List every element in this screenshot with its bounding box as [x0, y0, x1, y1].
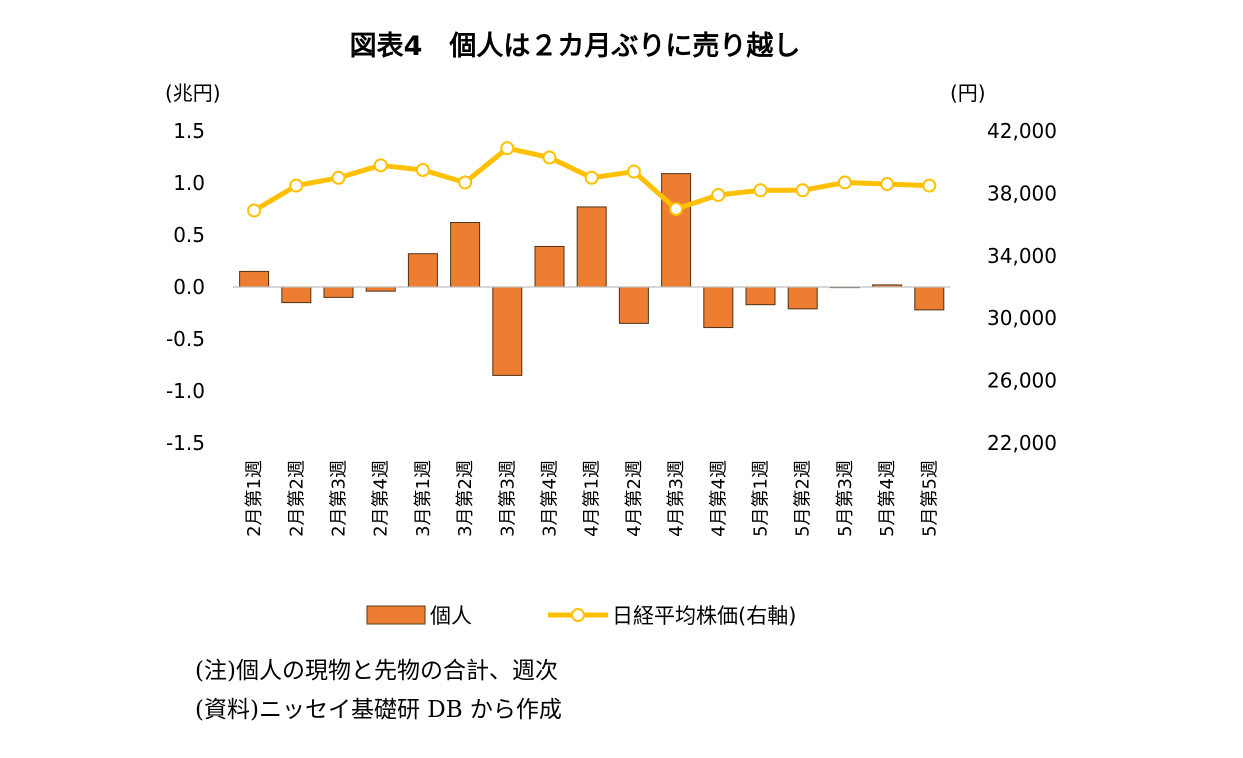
bar [492, 286, 523, 376]
right-tick-label: 30,000 [987, 306, 1057, 330]
category-label: 2月第4週 [371, 460, 392, 537]
left-axis-ticks: 1.5 1.0 0.5 0.0 -0.5 -1.0 -1.5 [166, 119, 205, 455]
note-line-2: (資料)ニッセイ基礎研 DB から作成 [195, 697, 562, 723]
bar [239, 270, 270, 288]
bar [661, 173, 692, 288]
legend-bar-swatch [366, 605, 426, 625]
category-label: 2月第3週 [329, 460, 350, 537]
bar [323, 286, 354, 298]
bar [703, 286, 734, 329]
right-tick-label: 22,000 [987, 431, 1057, 455]
category-label: 5月第3週 [835, 460, 856, 537]
bar [787, 286, 818, 310]
chart-title: 図表4 個人は２カ月ぶりに売り越し [350, 31, 801, 62]
bar [914, 286, 945, 311]
right-tick-label: 38,000 [987, 181, 1057, 205]
bar [365, 286, 396, 292]
left-axis-unit-label: (兆円) [165, 81, 221, 105]
nikkei-point [837, 175, 852, 190]
nikkei-point [373, 158, 388, 173]
category-label: 5月第1週 [751, 460, 772, 537]
category-label: 3月第1週 [413, 460, 434, 537]
category-label: 5月第5週 [919, 460, 940, 537]
category-label: 3月第4週 [540, 460, 561, 537]
legend: 個人 日経平均株価(右軸) [366, 604, 796, 628]
left-tick-label: 0.0 [173, 275, 205, 299]
nikkei-point [669, 202, 684, 216]
note-line-1: (注)個人の現物と先物の合計、週次 [195, 658, 558, 684]
right-tick-label: 42,000 [987, 119, 1057, 143]
left-tick-label: -1.0 [166, 379, 205, 403]
nikkei-point [626, 164, 641, 179]
category-label: 4月第2週 [624, 460, 645, 537]
nikkei-point [922, 178, 937, 193]
nikkei-point [880, 177, 895, 192]
category-label: 5月第2週 [793, 460, 814, 537]
right-tick-label: 26,000 [987, 369, 1057, 393]
line-series-nikkei [247, 141, 937, 218]
bar [576, 206, 607, 288]
legend-line-marker [571, 608, 585, 622]
bar [618, 286, 649, 324]
category-labels: 2月第1週 2月第2週 2月第3週 2月第4週 3月第1週 3月第2週 3月第3週 3月第4週… [244, 460, 940, 537]
bar [450, 222, 481, 288]
legend-bar-label: 個人 [430, 604, 472, 628]
nikkei-point [415, 163, 430, 177]
nikkei-point [753, 183, 768, 198]
left-tick-label: -1.5 [166, 431, 205, 455]
nikkei-point [289, 178, 304, 193]
bar [534, 245, 565, 288]
bar [281, 286, 312, 304]
category-label: 5月第4週 [877, 460, 898, 537]
right-tick-label: 34,000 [987, 244, 1057, 268]
category-label: 4月第4週 [708, 460, 729, 537]
category-label: 2月第1週 [244, 460, 265, 537]
legend-line-label: 日経平均株価(右軸) [612, 604, 796, 628]
category-label: 3月第3週 [497, 460, 518, 537]
bar-series-individual [239, 173, 945, 376]
bar [407, 253, 438, 288]
nikkei-point [584, 170, 599, 185]
category-label: 2月第2週 [286, 460, 307, 537]
nikkei-point [795, 183, 810, 198]
bar [745, 286, 776, 306]
nikkei-point [542, 150, 557, 165]
category-label: 4月第3週 [666, 460, 687, 537]
category-label: 3月第2週 [455, 460, 476, 537]
nikkei-point [711, 187, 726, 202]
left-tick-label: 0.5 [173, 223, 205, 247]
category-label: 4月第1週 [582, 460, 603, 537]
nikkei-point [500, 141, 515, 156]
left-tick-label: 1.5 [173, 119, 205, 143]
left-tick-label: 1.0 [173, 171, 205, 195]
left-tick-label: -0.5 [166, 327, 205, 351]
right-axis-ticks: 42,000 38,000 34,000 30,000 26,000 22,000 [987, 119, 1057, 455]
nikkei-point [331, 170, 346, 185]
nikkei-point [247, 203, 262, 218]
right-axis-unit-label: (円) [950, 81, 986, 105]
nikkei-point [458, 175, 473, 190]
